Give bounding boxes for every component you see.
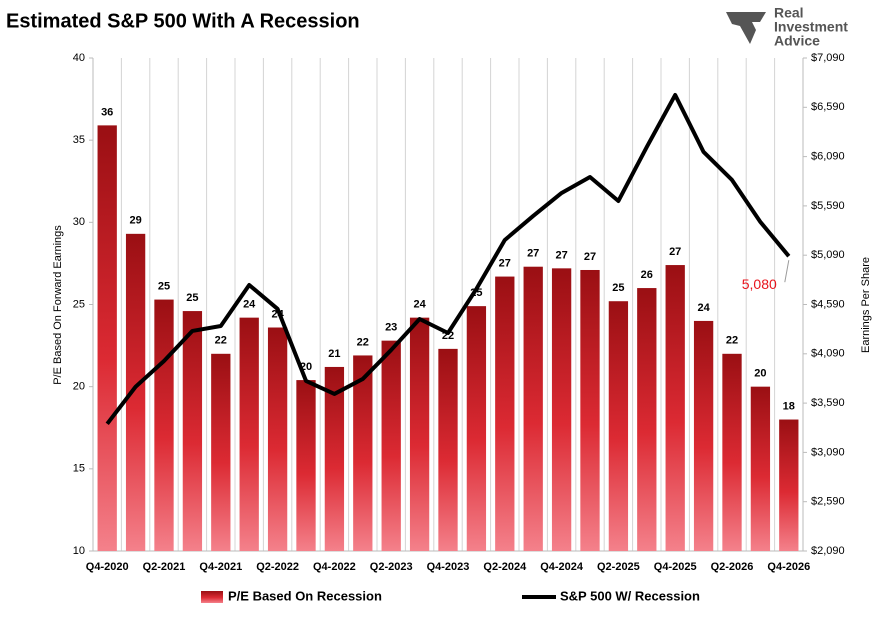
bar: [438, 348, 458, 551]
data-label: 29: [129, 215, 141, 227]
bar: [495, 276, 515, 551]
chart-title: Estimated S&P 500 With A Recession: [6, 10, 360, 32]
y2-tick-label: $6,090: [811, 151, 845, 163]
bar: [154, 299, 174, 551]
bar: [182, 311, 203, 551]
data-label: 26: [641, 269, 653, 281]
bar: [409, 317, 430, 551]
x-tick-label: Q4-2021: [199, 561, 242, 573]
y-tick-label: 35: [73, 134, 85, 146]
bar: [466, 306, 487, 551]
data-label: 27: [527, 248, 539, 260]
data-label: 18: [783, 400, 795, 412]
logo-text: Advice: [774, 33, 820, 49]
y2-tick-label: $6,590: [811, 101, 845, 113]
x-tick-label: Q2-2021: [143, 561, 186, 573]
legend-label: S&P 500 W/ Recession: [560, 588, 700, 603]
bar: [97, 125, 117, 552]
bar: [551, 268, 572, 551]
y2-tick-label: $7,090: [811, 52, 845, 64]
x-tick-label: Q2-2025: [597, 561, 640, 573]
y-tick-label: 40: [73, 52, 85, 64]
data-label: 20: [754, 368, 766, 380]
x-tick-label: Q4-2023: [427, 561, 470, 573]
data-label: 22: [357, 336, 369, 348]
bar: [722, 353, 742, 551]
bar: [608, 301, 629, 551]
bar: [125, 233, 146, 551]
bar: [267, 327, 288, 551]
x-tick-label: Q4-2020: [86, 561, 129, 573]
bar: [324, 366, 345, 551]
bar: [211, 353, 231, 551]
bar: [779, 419, 799, 551]
label-leader: [784, 260, 790, 283]
bar: [693, 320, 714, 551]
x-tick-label: Q4-2024: [540, 561, 584, 573]
data-label: 25: [612, 282, 624, 294]
y-tick-label: 25: [73, 298, 85, 310]
data-label: 24: [243, 299, 256, 311]
x-tick-label: Q2-2024: [483, 561, 527, 573]
logo-text: Real: [774, 5, 804, 21]
x-tick-label: Q2-2026: [711, 561, 754, 573]
data-label: 27: [499, 257, 511, 269]
logo-icon: [726, 12, 766, 44]
y-tick-label: 20: [73, 381, 85, 393]
bar: [381, 340, 401, 551]
data-label: 27: [555, 249, 567, 261]
bar: [665, 265, 685, 551]
y-tick-label: 15: [73, 463, 85, 475]
data-label: 22: [215, 335, 227, 347]
legend-swatch: [201, 591, 223, 603]
y2-tick-label: $5,590: [811, 200, 845, 212]
data-label: 27: [584, 251, 596, 263]
y2-axis-title: Earnings Per Share: [860, 257, 872, 353]
data-label: 24: [697, 302, 710, 314]
data-label: 36: [101, 106, 113, 118]
data-label: 24: [413, 299, 426, 311]
y2-tick-label: $4,590: [811, 298, 845, 310]
y-axis-title: P/E Based On Forward Earnings: [52, 225, 64, 385]
logo-text: Investment: [774, 19, 848, 35]
y2-tick-label: $5,090: [811, 249, 845, 261]
data-label: 25: [186, 292, 198, 304]
y2-tick-label: $3,090: [811, 446, 845, 458]
bar: [580, 269, 600, 551]
x-tick-label: Q4-2025: [654, 561, 697, 573]
data-label: 27: [669, 246, 681, 258]
bar: [637, 288, 657, 551]
bar: [296, 380, 316, 551]
line: [105, 92, 791, 426]
x-tick-label: Q2-2023: [370, 561, 413, 573]
y2-tick-label: $3,590: [811, 397, 845, 409]
bar: [353, 355, 373, 551]
y2-tick-label: $2,590: [811, 496, 845, 508]
data-label: 22: [726, 335, 738, 347]
y-tick-label: 30: [73, 216, 85, 228]
bar: [239, 317, 259, 551]
y2-tick-label: $4,090: [811, 348, 845, 360]
y2-tick-label: $2,090: [811, 545, 845, 557]
logo: Real Investment Advice: [726, 5, 848, 49]
data-label: 5,080: [742, 276, 777, 292]
data-label: 25: [158, 280, 170, 292]
x-tick-label: Q2-2022: [256, 561, 299, 573]
data-label: 23: [385, 322, 397, 334]
data-label: 21: [328, 348, 340, 360]
x-tick-label: Q4-2022: [313, 561, 356, 573]
bar: [750, 386, 771, 551]
legend-label: P/E Based On Recession: [228, 588, 382, 603]
x-tick-label: Q4-2026: [767, 561, 810, 573]
bar: [523, 266, 543, 551]
y-tick-label: 10: [73, 545, 85, 557]
